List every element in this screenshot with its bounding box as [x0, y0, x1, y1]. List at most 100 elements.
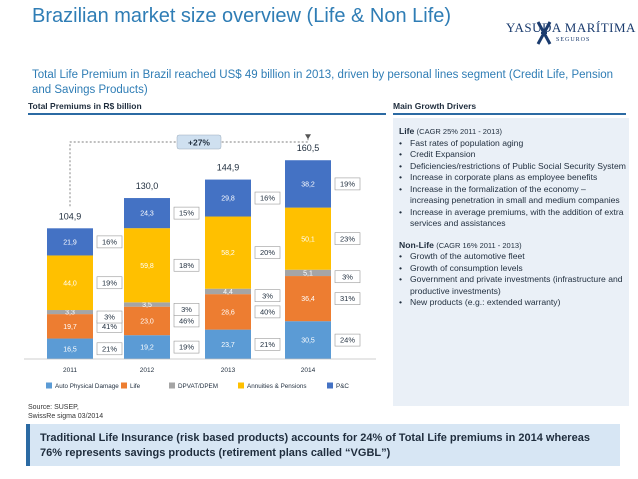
- stacked-bar-chart: 16,5 19,7 3,3 44,0 21,9 104,9 2011 19,2 23,0 3,5 5…: [24, 134, 376, 390]
- share-box: [96, 235, 123, 249]
- bar-segment: [205, 288, 251, 295]
- share-label: 31%: [340, 294, 355, 303]
- bar-segment: [205, 216, 251, 289]
- bar-segment: [285, 160, 331, 208]
- share-box: [96, 276, 123, 290]
- legend-label: Life: [130, 383, 141, 390]
- share-label: 19%: [102, 278, 117, 287]
- bar-segment: [285, 269, 331, 277]
- bar-segment: [47, 310, 93, 315]
- growth-label: +27%: [188, 138, 210, 148]
- data-label: 30,5: [301, 338, 315, 345]
- page-title: Brazilian market size overview (Life & N…: [32, 5, 452, 27]
- driver-item: Increase in the formalization of the eco…: [399, 184, 627, 207]
- nonlife-section-title: Non-Life (CAGR 16% 2011 - 2013): [399, 239, 522, 250]
- x-tick-label: 2013: [221, 367, 236, 374]
- share-label: 21%: [260, 340, 275, 349]
- total-label: 104,9: [59, 211, 82, 221]
- driver-item: Credit Expansion: [399, 149, 627, 161]
- share-label: 41%: [102, 322, 117, 331]
- share-box: [96, 342, 123, 356]
- bar-segment: [285, 321, 331, 359]
- chart-header: Total Premiums in R$ billion: [28, 101, 386, 115]
- data-label: 28,6: [221, 309, 235, 316]
- share-box: [334, 177, 361, 191]
- nonlife-drivers-list: Growth of the automotive fleetGrowth of …: [399, 251, 627, 309]
- data-label: 24,3: [140, 211, 154, 218]
- bar-segment: [205, 179, 251, 217]
- data-label: 21,9: [63, 239, 77, 246]
- share-label: 19%: [340, 180, 355, 189]
- data-label: 23,7: [221, 342, 235, 349]
- share-label: 21%: [102, 344, 117, 353]
- share-box: [96, 310, 123, 324]
- data-label: 44,0: [63, 280, 77, 287]
- bar-segment: [124, 228, 170, 303]
- source-line: Source: SUSEP,: [28, 404, 79, 411]
- share-label: 3%: [342, 272, 353, 281]
- bar-segment: [205, 294, 251, 330]
- data-label: 3,5: [142, 302, 152, 309]
- callout-text: Traditional Life Insurance (risk based p…: [40, 432, 590, 459]
- page-subtitle: Total Life Premium in Brazil reached US$…: [32, 69, 614, 96]
- data-label: 23,0: [140, 319, 154, 326]
- bar-segment: [124, 306, 170, 336]
- source-note: Source: SUSEP, SwissRe sigma 03/2014: [28, 403, 103, 421]
- data-label: 59,8: [140, 263, 154, 270]
- bar-segment: [285, 276, 331, 322]
- total-label: 160,5: [297, 143, 320, 153]
- share-label: 46%: [179, 317, 194, 326]
- total-label: 130,0: [136, 181, 159, 191]
- x-tick-label: 2012: [140, 367, 155, 374]
- driver-item: Deficiencies/restrictions of Public Soci…: [399, 161, 627, 173]
- data-label: 29,8: [221, 196, 235, 203]
- share-label: 24%: [340, 336, 355, 345]
- share-label: 23%: [340, 234, 355, 243]
- bar-segment: [47, 255, 93, 311]
- legend-swatch: [238, 382, 244, 389]
- data-label: 19,2: [140, 345, 154, 352]
- growth-arrow: [69, 138, 309, 207]
- data-label: 3,3: [65, 310, 75, 317]
- share-box: [254, 246, 281, 259]
- growth-arrow-head: [305, 134, 311, 140]
- bar-segment: [285, 207, 331, 270]
- bar-segment: [124, 198, 170, 229]
- share-label: 40%: [260, 307, 275, 316]
- bar-segment: [47, 338, 93, 359]
- data-label: 5,1: [303, 270, 313, 277]
- bar-segment: [47, 314, 93, 339]
- legend-label: Annuities & Pensions: [247, 383, 307, 390]
- driver-item: Government and private investments (infr…: [399, 274, 627, 297]
- callout-box: Traditional Life Insurance (risk based p…: [26, 424, 620, 466]
- driver-item: Growth of the automotive fleet: [399, 251, 627, 263]
- share-label: 3%: [181, 305, 192, 314]
- driver-item: Increase in corporate plans as employee …: [399, 172, 627, 184]
- life-section-title: Life (CAGR 25% 2011 - 2013): [399, 126, 502, 136]
- legend-label: DPVAT/DPEM: [178, 383, 218, 390]
- legend-swatch: [46, 382, 52, 389]
- growth-badge: [176, 134, 222, 150]
- share-label: 19%: [179, 343, 194, 352]
- life-drivers-list: Fast rates of population agingCredit Exp…: [399, 138, 627, 230]
- share-box: [173, 258, 200, 272]
- driver-item: New products (e.g.: extended warranty): [399, 297, 627, 309]
- bar-segment: [124, 302, 170, 307]
- data-label: 58,2: [221, 250, 235, 257]
- share-box: [334, 333, 361, 347]
- legend-swatch: [121, 382, 127, 389]
- share-box: [173, 340, 200, 354]
- share-label: 3%: [262, 291, 273, 300]
- share-label: 16%: [260, 194, 275, 203]
- share-label: 20%: [260, 248, 275, 257]
- bar-segment: [124, 335, 170, 359]
- share-label: 16%: [102, 237, 117, 246]
- share-box: [173, 303, 200, 316]
- bar-segment: [47, 228, 93, 256]
- logo-emblem-icon: [536, 21, 552, 45]
- total-label: 144,9: [217, 163, 240, 173]
- bar-segment: [205, 329, 251, 359]
- growth-drivers-panel: Life (CAGR 25% 2011 - 2013) Fast rates o…: [393, 118, 629, 406]
- share-label: 15%: [179, 209, 194, 218]
- share-box: [254, 338, 281, 351]
